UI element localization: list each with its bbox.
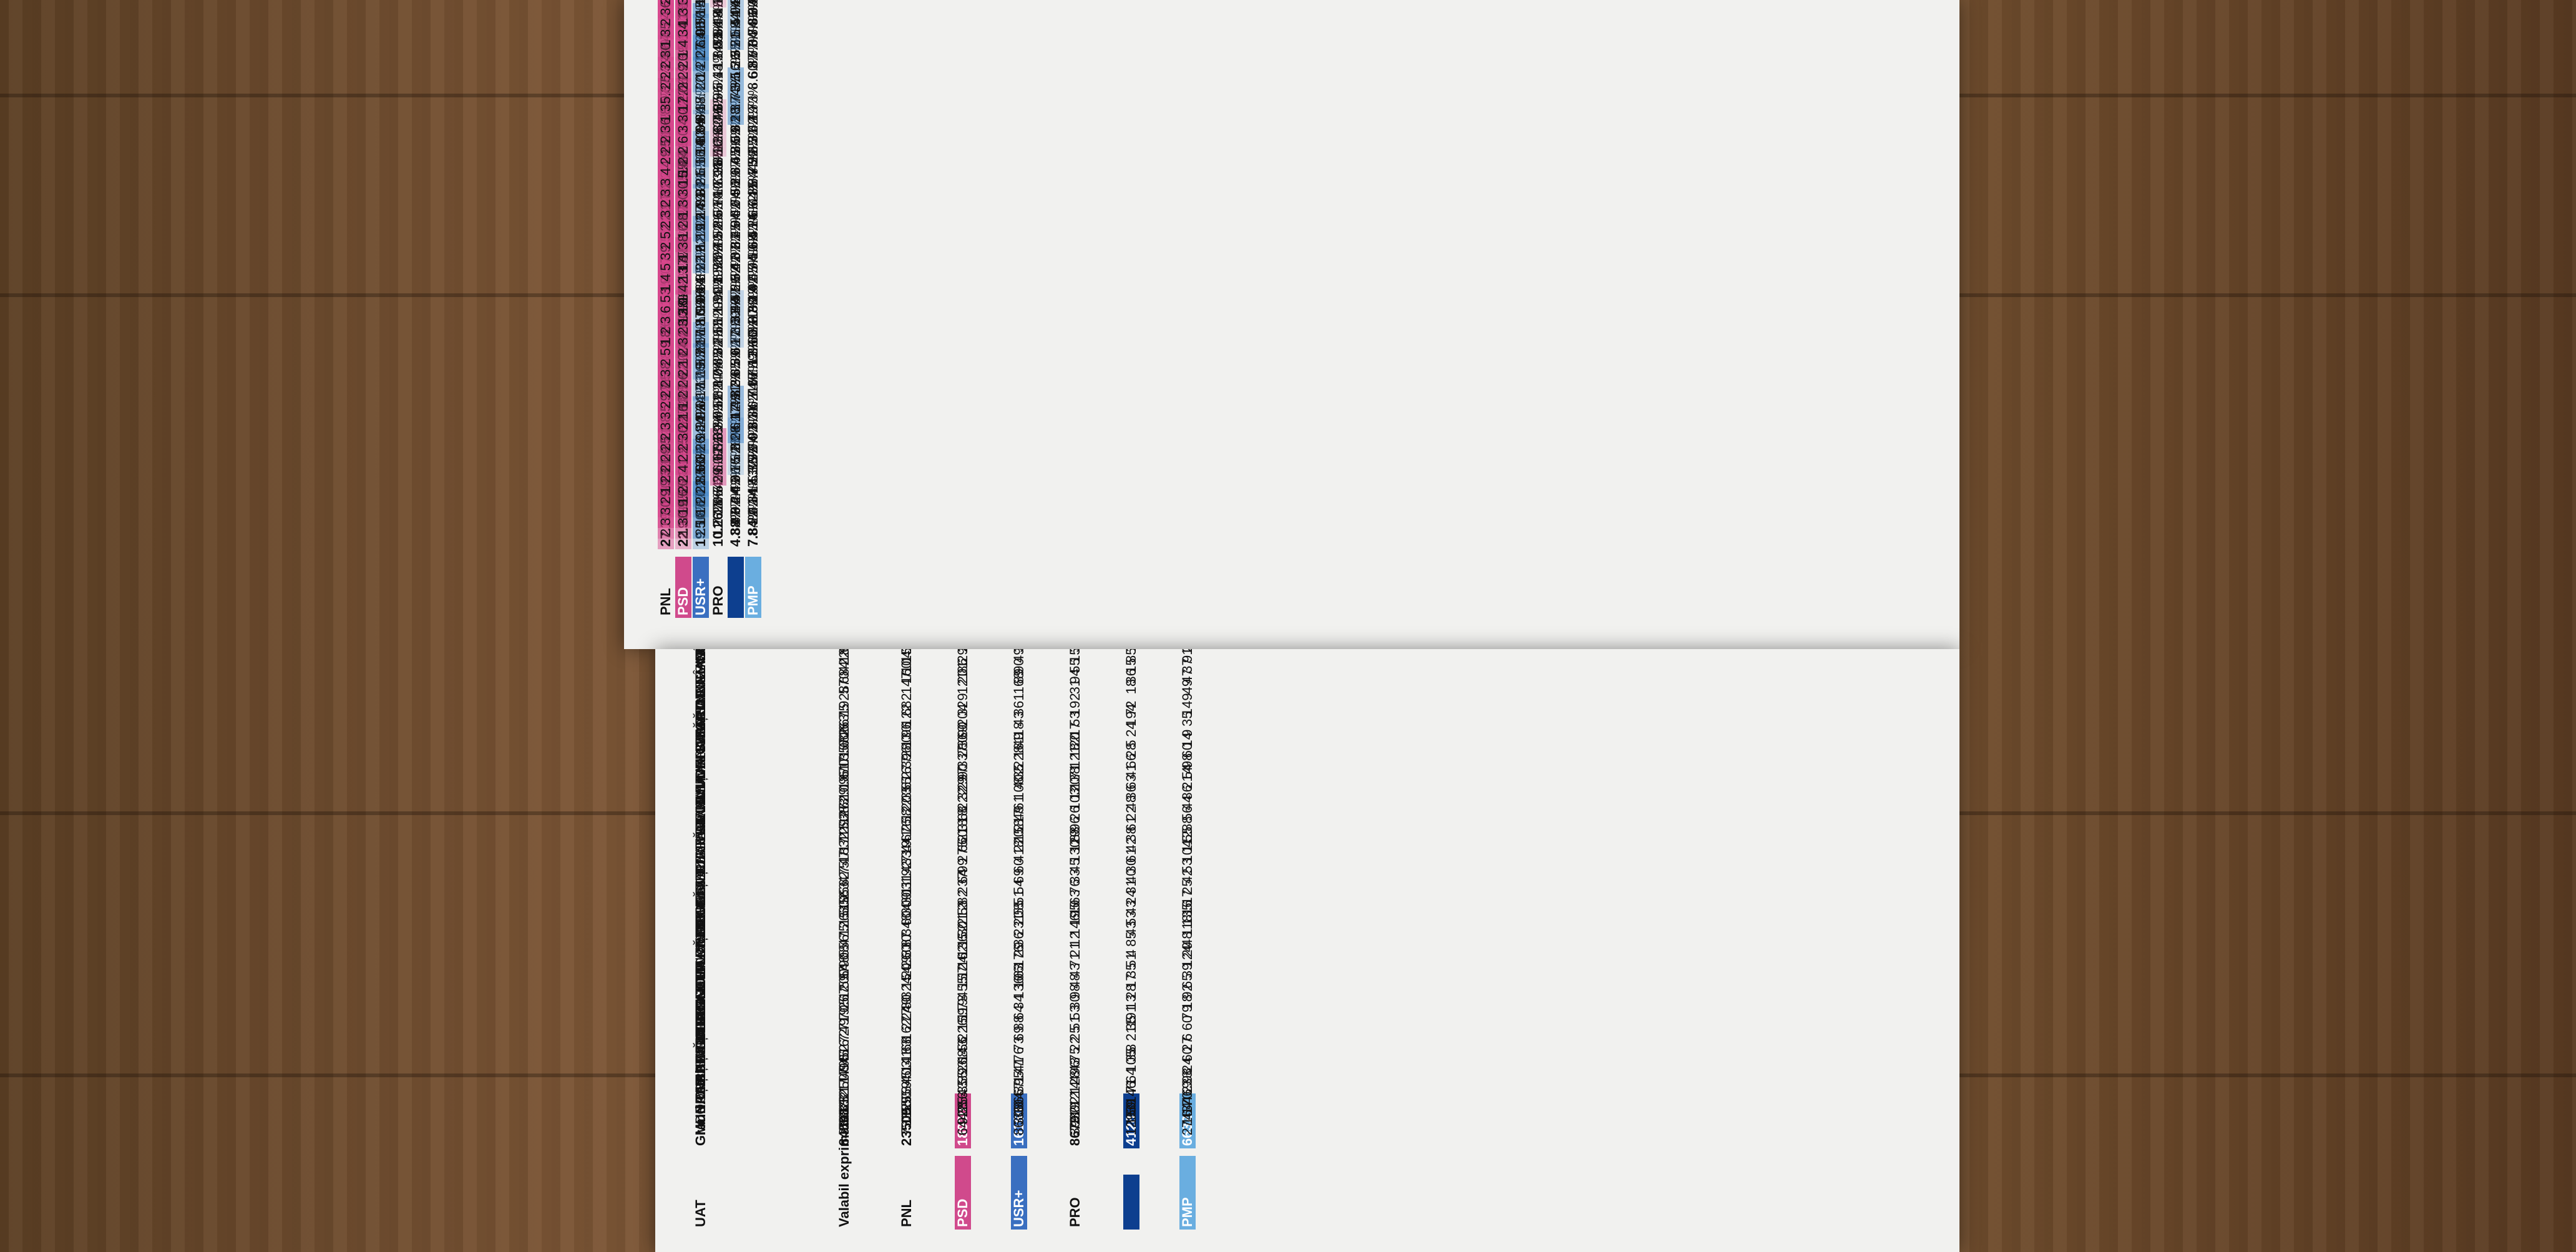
- dark-blue-column-header: [1123, 1175, 1139, 1230]
- votes-table: UAT Valabil exprimate PNL PSD USR+ PRO PMP Gran…: [655, 649, 1959, 1252]
- vote-count: 269: [955, 649, 971, 655]
- vote-count: 140: [1123, 649, 1139, 655]
- percentage-column-header: PRO: [710, 585, 726, 615]
- percentage-table-sheet: PNLPSDUSR+PROPMP27.79%22.38%19.10%10.26%…: [624, 0, 1959, 649]
- votes-column-header: Valabil exprimate: [836, 1115, 852, 1227]
- percentage-cell: 31.30%: [675, 0, 691, 7]
- locality-name: STEJARU: [693, 649, 709, 655]
- votes-column-header: PMP: [1179, 1156, 1196, 1230]
- votes-column-header: PSD: [955, 1156, 971, 1230]
- percentage-column-header: PSD: [675, 557, 691, 618]
- percentage-column-header: PNL: [658, 588, 673, 615]
- votes-column-header: USR+: [1011, 1156, 1027, 1230]
- percentage-cell: 23.08%: [658, 0, 674, 7]
- percentage-cell: 2.92%: [728, 0, 744, 7]
- percentage-column-header: [728, 557, 744, 618]
- percentage-column-header: USR+: [693, 557, 709, 618]
- percentage-cell: 16.21%: [710, 0, 726, 7]
- vote-count: 31: [1067, 649, 1083, 655]
- percentage-table: PNLPSDUSR+PROPMP27.79%22.38%19.10%10.26%…: [624, 0, 1959, 649]
- percentage-column-header: PMP: [745, 557, 761, 618]
- votes-table-sheet: UAT Valabil exprimate PNL PSD USR+ PRO PMP Gran…: [655, 649, 1959, 1252]
- votes-column-header: PNL: [899, 1200, 914, 1227]
- votes-column-header: UAT: [693, 1200, 708, 1227]
- votes-column-header: PRO: [1067, 1197, 1083, 1227]
- vote-count: 114: [899, 649, 915, 655]
- vote-count: 24: [1179, 649, 1196, 655]
- percentage-cell: 13.12%: [693, 0, 709, 7]
- percentage-cell: 4.58%: [745, 0, 761, 7]
- vote-count: 641: [836, 649, 852, 655]
- vote-count: 39: [1011, 649, 1027, 655]
